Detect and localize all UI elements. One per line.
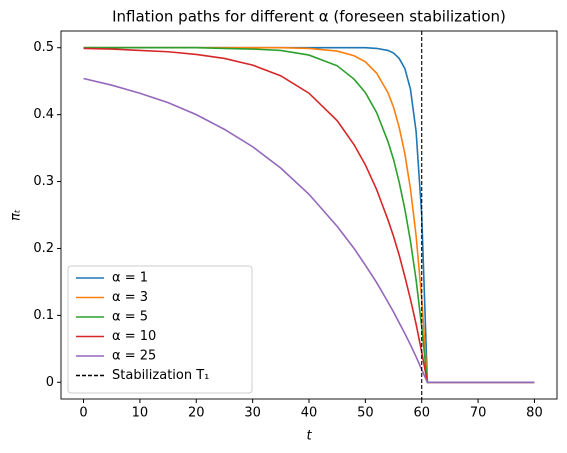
y-tick-label: 0.5 <box>33 40 54 55</box>
x-tick-label: 10 <box>132 406 149 421</box>
y-axis-label: πₜ <box>9 209 24 221</box>
x-axis-label: t <box>306 429 312 444</box>
series-line <box>83 47 535 384</box>
chart-title: Inflation paths for different α (foresee… <box>112 8 506 26</box>
y-tick-label: 0.1 <box>33 308 54 323</box>
plot-frame <box>60 30 558 400</box>
legend-label: Stabilization T₁ <box>112 368 209 383</box>
y-tick-label: 0.3 <box>33 174 54 189</box>
series-line <box>83 46 535 384</box>
x-tick-label: 0 <box>79 406 87 421</box>
legend-box <box>67 265 253 394</box>
legend-label: α = 3 <box>112 290 148 305</box>
series-line <box>83 77 535 384</box>
legend-label: α = 5 <box>112 310 148 325</box>
x-tick-label: 50 <box>357 406 374 421</box>
y-tick-label: 0.2 <box>33 241 54 256</box>
legend-label: α = 10 <box>112 329 156 344</box>
x-tick-label: 40 <box>301 406 318 421</box>
legend-label: α = 1 <box>112 271 148 286</box>
x-tick-label: 70 <box>470 406 487 421</box>
x-tick-label: 80 <box>526 406 543 421</box>
x-tick-label: 60 <box>413 406 430 421</box>
x-tick-label: 20 <box>188 406 205 421</box>
y-tick-label: 0 <box>46 375 54 390</box>
legend-label: α = 25 <box>112 349 156 364</box>
y-tick-label: 0.4 <box>33 107 54 122</box>
x-tick-label: 30 <box>244 406 261 421</box>
